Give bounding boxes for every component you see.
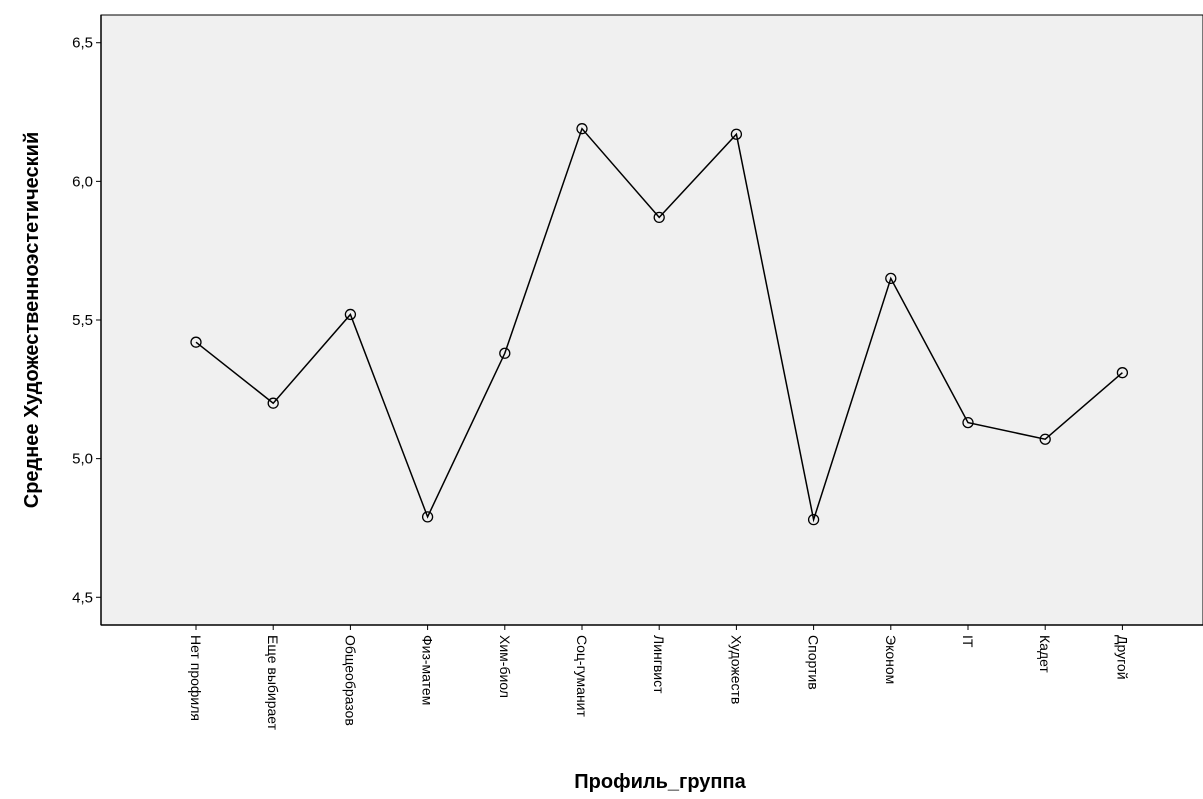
data-point-marker — [190, 336, 202, 348]
y-ticks: 4,5 5,0 5,5 6,0 6,5 — [72, 35, 101, 606]
x-category-label: Соц-гуманит — [574, 635, 590, 717]
y-tick-label: 6,5 — [72, 35, 93, 52]
y-tick-label: 5,0 — [72, 451, 93, 468]
series-markers — [190, 123, 1129, 526]
data-point-marker — [344, 308, 357, 321]
data-point-marker — [885, 272, 897, 285]
x-category-label: Хим-биол — [497, 635, 513, 698]
y-tick-label: 6,0 — [72, 173, 93, 190]
data-point-marker — [421, 511, 434, 523]
y-tick-label: 5,5 — [72, 312, 93, 329]
data-point-marker — [653, 211, 665, 224]
x-category-label: Эконом — [883, 635, 899, 684]
x-category-label: Спортив — [806, 635, 822, 690]
x-category-label: Общеобразов — [342, 635, 358, 726]
data-point-marker — [1116, 367, 1129, 379]
x-category-label: Физ-матем — [420, 635, 436, 705]
x-category-label: Нет профиля — [188, 635, 204, 721]
data-point-marker — [1039, 433, 1051, 445]
series-line — [195, 127, 1123, 523]
data-point-marker — [576, 123, 588, 135]
x-category-label: Кадет — [1037, 635, 1053, 673]
x-axis-title: Профиль_группа — [574, 771, 746, 793]
x-category-label: Лингвист — [651, 635, 667, 694]
data-point-marker — [807, 513, 820, 526]
data-point-marker — [499, 347, 511, 359]
x-category-label: Еще выбирает — [265, 635, 281, 731]
x-category-labels: Нет профиля Еще выбирает Общеобразов Физ-ма… — [188, 625, 1130, 731]
data-point-marker — [267, 397, 279, 409]
x-category-label: Другой — [1114, 635, 1130, 680]
y-tick-label: 4,5 — [72, 589, 93, 606]
y-axis-title: Среднее Художественноэстетический — [21, 132, 43, 509]
plot-area — [100, 14, 1203, 626]
x-category-label: IT — [960, 635, 976, 648]
data-point-marker — [730, 128, 743, 140]
data-point-marker — [962, 416, 974, 429]
x-category-label: Художеств — [728, 635, 744, 704]
